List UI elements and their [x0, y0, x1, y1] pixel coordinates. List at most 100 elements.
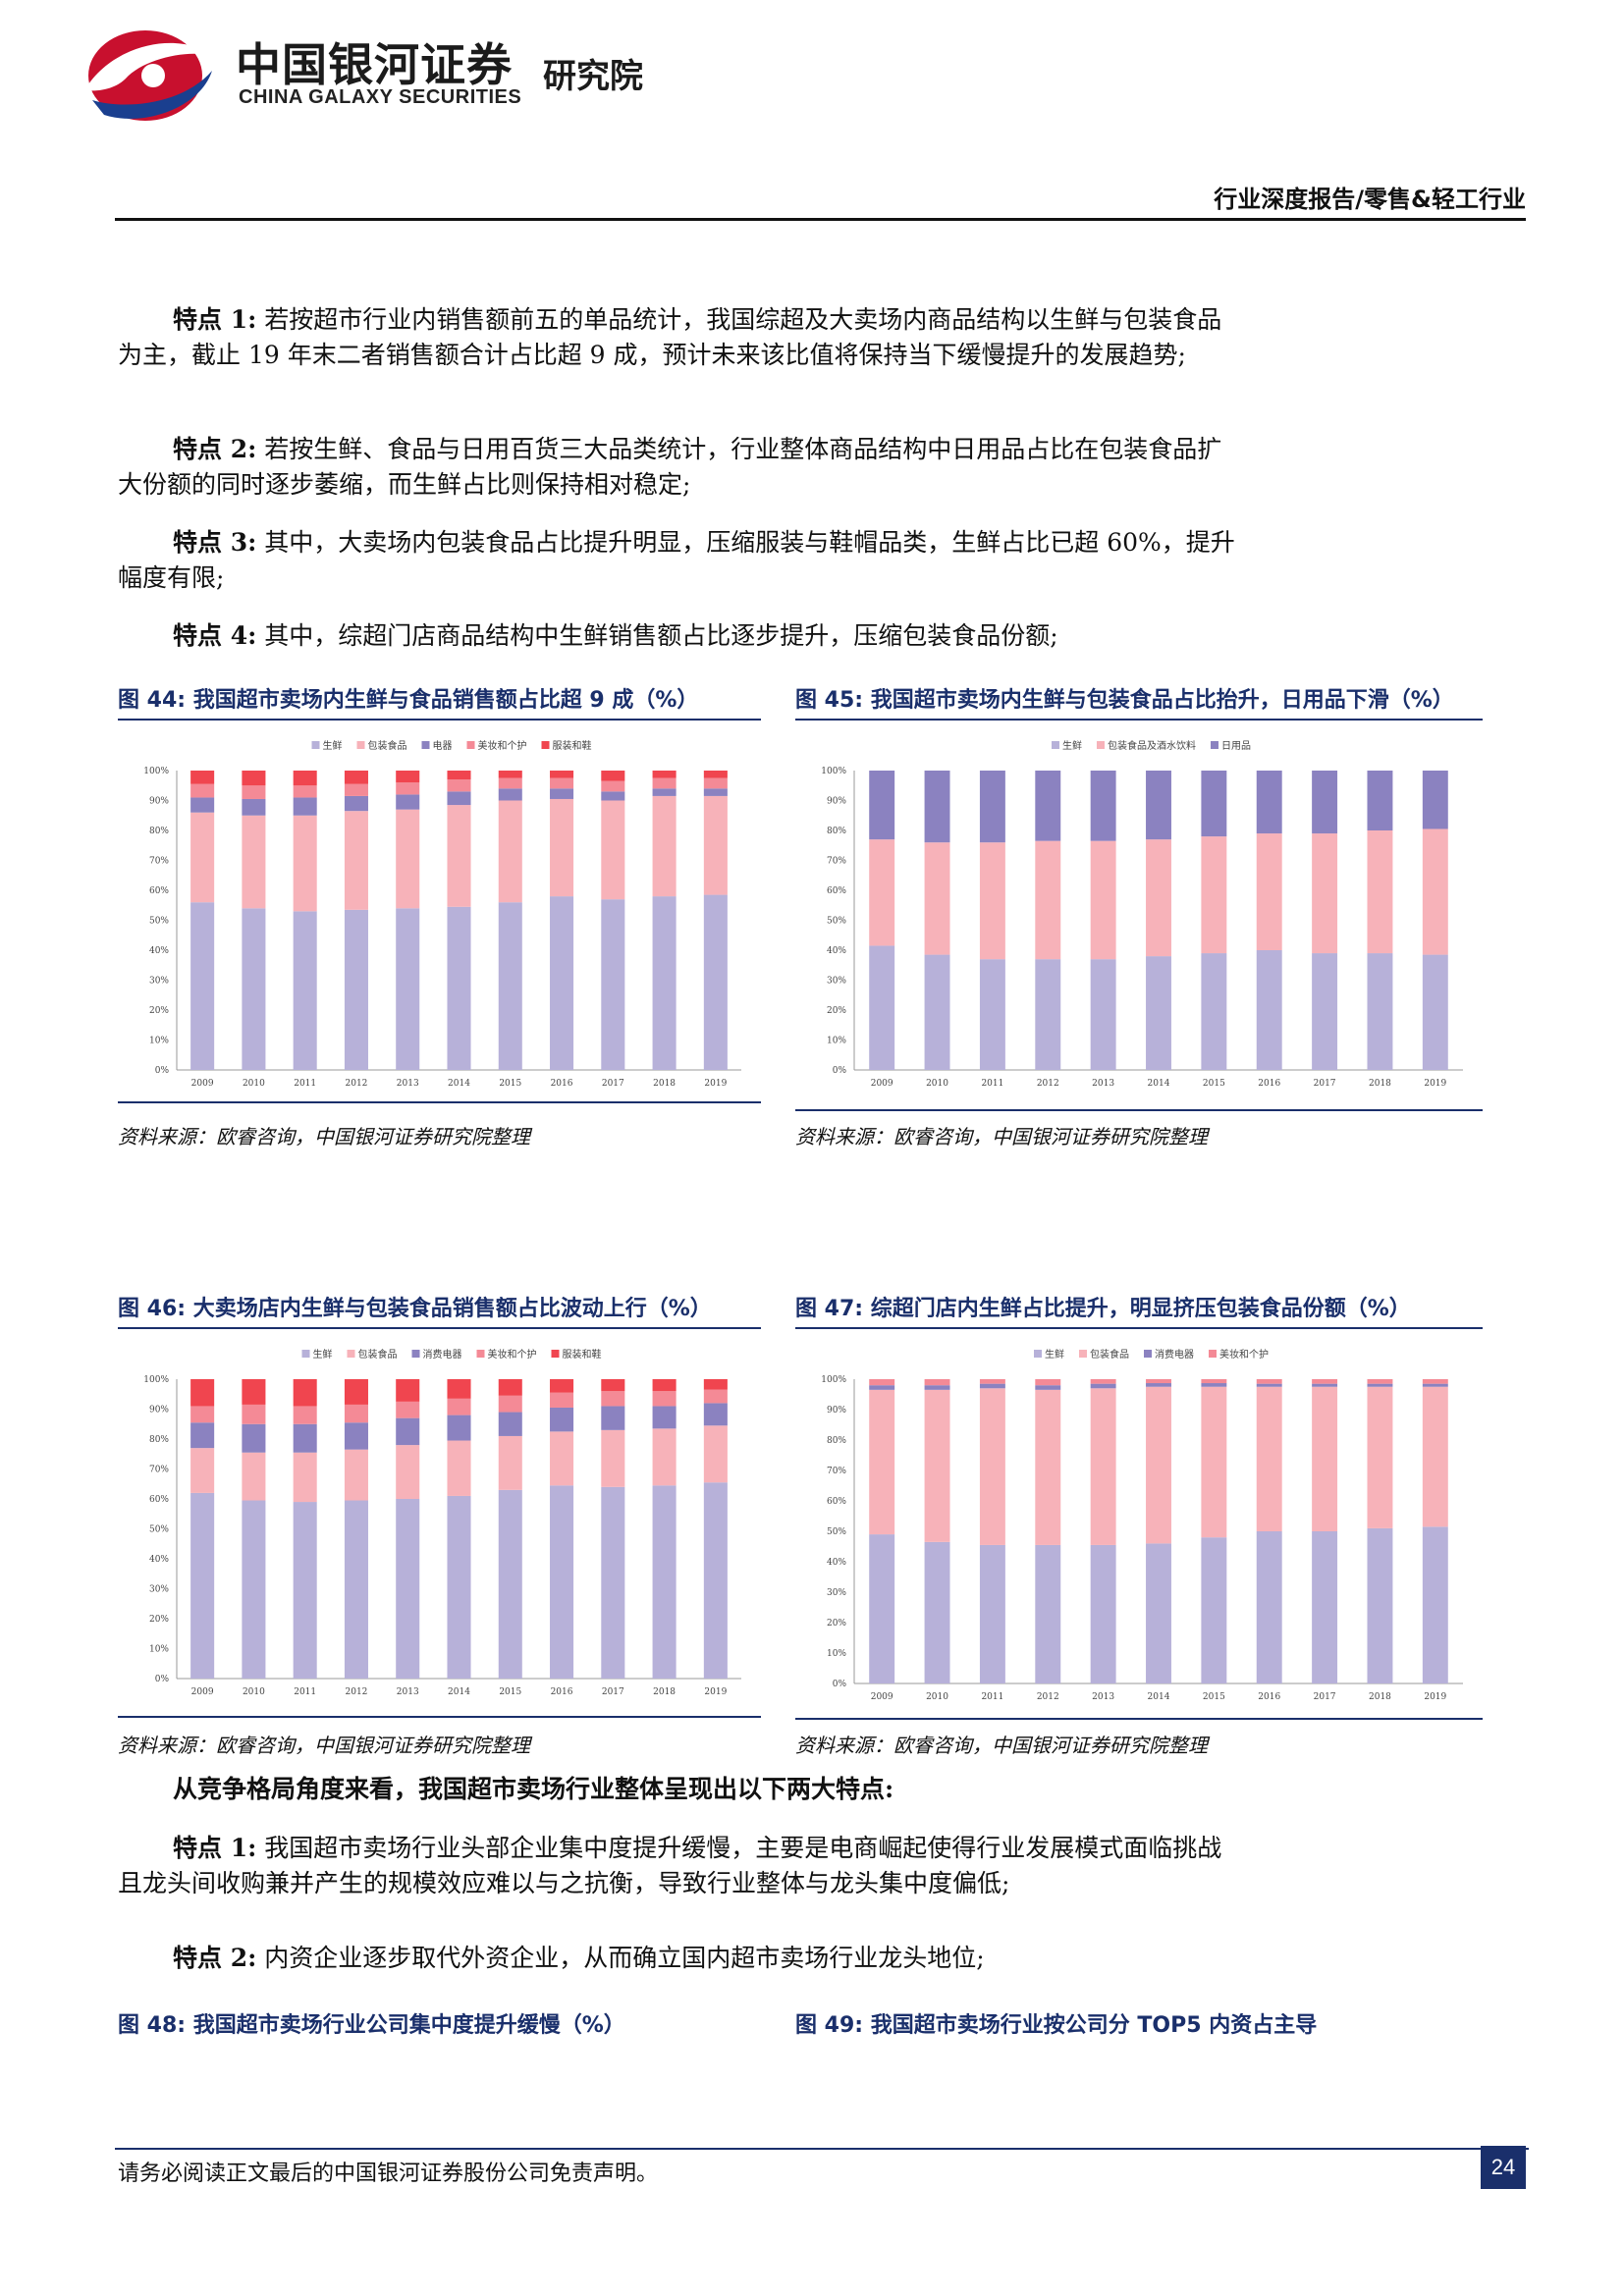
y-tick-label: 30%	[827, 977, 846, 987]
bar-segment	[1201, 1379, 1227, 1384]
bar-segment	[447, 1415, 471, 1441]
bar-segment	[344, 1500, 368, 1679]
figure-44-bottom-rule	[118, 1101, 761, 1103]
y-tick-label: 20%	[827, 1619, 846, 1629]
figure-47-source: 资料来源：欧睿咨询，中国银河证券研究院整理	[795, 1734, 1208, 1757]
bar-segment	[869, 945, 895, 1070]
bar-segment	[652, 1406, 677, 1429]
x-tick-label: 2013	[397, 1079, 419, 1089]
bar-segment	[703, 771, 728, 778]
bar-segment	[1090, 1383, 1116, 1389]
bar-segment	[1256, 833, 1282, 950]
legend-swatch	[301, 1350, 310, 1358]
bar-segment	[652, 896, 677, 1070]
y-tick-label: 30%	[827, 1588, 846, 1598]
x-tick-label: 2016	[1258, 1692, 1280, 1702]
x-tick-label: 2011	[294, 1687, 316, 1697]
figure-46-title: 图 46: 大卖场店内生鲜与包装食品销售额占比波动上行（%）	[118, 1297, 712, 1321]
x-tick-label: 2014	[1148, 1692, 1170, 1702]
bar-segment	[242, 815, 266, 909]
figure-46-chart: 生鲜 包装食品 消费电器 美妆和个护 服装和鞋 0% 10% 20% 30% 40% 50% 60% 7…	[143, 1348, 741, 1697]
x-tick-label: 2009	[191, 1079, 214, 1089]
y-tick-label: 40%	[149, 1555, 169, 1565]
bar-segment	[869, 771, 895, 840]
bar-segment	[652, 1391, 677, 1407]
bar-segment	[652, 1485, 677, 1679]
bar-segment	[293, 815, 317, 912]
bar-segment	[498, 902, 522, 1070]
bar-segment	[1367, 1383, 1393, 1387]
bar-segment	[1201, 1383, 1227, 1387]
bar-segment	[1146, 1379, 1171, 1384]
bar-segment	[498, 771, 522, 778]
bar-segment	[869, 839, 895, 946]
paragraph-competition-2: 特点 2: 内资企业逐步取代外资企业，从而确立国内超市卖场行业龙头地位;	[173, 1944, 985, 1972]
legend-label: 生鲜	[1045, 1348, 1064, 1361]
bar-segment	[1256, 1531, 1282, 1683]
legend-label: 电器	[433, 739, 453, 752]
figure-47-chart: 生鲜 包装食品 消费电器 美妆和个护 0% 10% 20% 30% 40% 50% 60% 70% 80…	[821, 1348, 1463, 1702]
bar-segment	[344, 795, 368, 812]
bar-segment	[396, 782, 420, 795]
legend-swatch	[421, 741, 430, 749]
x-tick-label: 2009	[871, 1692, 893, 1702]
y-tick-label: 40%	[149, 946, 169, 956]
header-divider	[115, 218, 1526, 221]
legend-label: 服装和鞋	[553, 739, 592, 752]
bar-segment	[447, 1440, 471, 1496]
x-tick-label: 2018	[653, 1687, 676, 1697]
bar-segment	[1035, 1379, 1061, 1386]
bar-segment	[869, 1389, 895, 1535]
x-tick-label: 2011	[981, 1079, 1003, 1089]
x-tick-label: 2016	[551, 1687, 573, 1697]
bar-segment	[344, 771, 368, 784]
bar-segment	[601, 1486, 625, 1679]
bar-segment	[242, 771, 266, 786]
figure-49-title: 图 49: 我国超市卖场行业按公司分 TOP5 内资占主导	[795, 2013, 1318, 2038]
legend-swatch	[1211, 741, 1218, 749]
y-tick-label: 30%	[149, 1585, 169, 1595]
bar-segment	[1090, 959, 1116, 1070]
bar-segment	[979, 771, 1005, 843]
bar-segment	[1367, 1379, 1393, 1384]
logo-english-name: CHINA GALAXY SECURITIES	[239, 86, 522, 108]
y-tick-label: 20%	[827, 1006, 846, 1016]
bar-segment	[447, 779, 471, 792]
figure-44-chart: 生鲜 包装食品 电器 美妆和个护 服装和鞋 0% 10% 20% 30% 40% 50% 60% 70%…	[143, 739, 741, 1089]
bar-segment	[190, 1448, 215, 1493]
company-logo	[75, 22, 467, 130]
legend-swatch	[1144, 1350, 1152, 1358]
report-type: 行业深度报告/零售&轻工行业	[1214, 186, 1526, 213]
bar-segment	[1035, 1385, 1061, 1390]
bar-segment	[293, 797, 317, 816]
bar-segment	[1312, 833, 1338, 954]
bar-segment	[498, 1489, 522, 1679]
y-tick-label: 80%	[827, 827, 846, 836]
bar-segment	[1146, 771, 1171, 840]
bar-segment	[1312, 953, 1338, 1070]
figure-45-bottom-rule	[795, 1109, 1483, 1111]
figure-48-title: 图 48: 我国超市卖场行业公司集中度提升缓慢（%）	[118, 2013, 625, 2038]
bar-segment	[550, 798, 574, 897]
bar-segment	[652, 795, 677, 897]
bar-segment	[550, 896, 574, 1070]
bar-segment	[190, 1406, 215, 1423]
bar-segment	[703, 777, 728, 789]
y-tick-label: 70%	[149, 857, 169, 867]
bar-segment	[1256, 1383, 1282, 1387]
bar-segment	[979, 1544, 1005, 1683]
bar-segment	[550, 777, 574, 789]
bar-segment	[498, 788, 522, 801]
x-tick-label: 2010	[243, 1687, 265, 1697]
legend-label: 消费电器	[1155, 1348, 1194, 1361]
paragraph-feature-3: 特点 3: 其中，大卖场内包装食品占比提升明显，压缩服装与鞋帽品类，生鲜占比已超…	[118, 528, 1235, 592]
y-tick-label: 10%	[149, 1645, 169, 1655]
figure-44-top-rule	[118, 719, 761, 721]
bar-segment	[1146, 956, 1171, 1070]
bar-segment	[550, 1485, 574, 1679]
figure-45-source: 资料来源：欧睿咨询，中国银河证券研究院整理	[795, 1125, 1208, 1148]
bar-segment	[869, 1379, 895, 1386]
x-tick-label: 2015	[499, 1079, 521, 1089]
legend-swatch	[551, 1350, 560, 1358]
x-tick-label: 2011	[981, 1692, 1003, 1702]
